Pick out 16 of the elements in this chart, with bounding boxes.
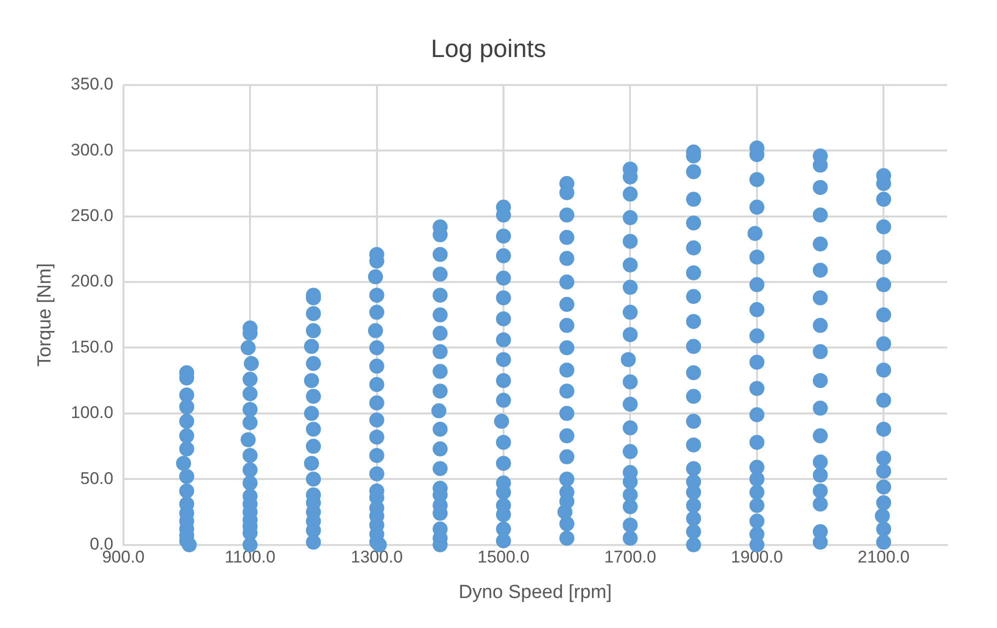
y-tick-label: 150.0 [70,337,114,356]
x-tick-label: 1300.0 [350,548,403,567]
x-tick-label: 2100.0 [858,548,910,567]
chart-title: Log points [430,34,546,63]
x-tick-label: 1500.0 [477,548,530,567]
y-tick-label: 100.0 [70,403,114,422]
x-tick-label: 1100.0 [224,548,276,567]
x-tick-label: 1900.0 [730,548,783,567]
y-tick-label: 350.0 [70,74,114,94]
y-tick-label: 300.0 [70,140,114,160]
y-tick-label: 50.0 [80,468,114,488]
y-tick-label: 200.0 [70,272,114,291]
x-tick-label: 1700.0 [604,548,656,567]
y-axis-title: Torque [Nm] [34,263,56,367]
x-axis-title: Dyno Speed [rpm] [458,582,612,603]
y-tick-label: 250.0 [70,206,114,226]
